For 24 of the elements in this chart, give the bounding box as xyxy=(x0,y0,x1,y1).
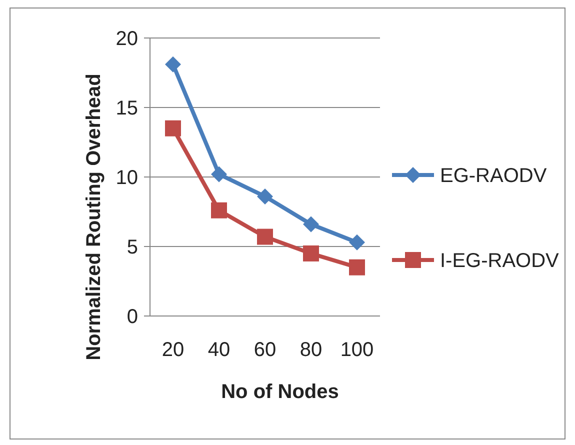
point xyxy=(303,216,319,232)
x-tick-label: 40 xyxy=(208,339,230,361)
y-axis-title: Normalized Routing Overhead xyxy=(83,74,105,360)
x-tick-label: 80 xyxy=(300,339,322,361)
point xyxy=(257,228,273,245)
legend-label: I-EG-RAODV xyxy=(440,250,560,272)
point xyxy=(303,245,319,262)
point xyxy=(349,234,365,250)
x-tick-label: 60 xyxy=(254,339,276,361)
x-axis-title: No of Nodes xyxy=(221,381,339,403)
y-tick-label: 0 xyxy=(126,306,138,328)
point xyxy=(165,120,181,136)
point xyxy=(211,166,227,182)
y-tick-label: 10 xyxy=(116,167,138,189)
x-tick-label: 20 xyxy=(162,339,184,361)
y-tick-label: 20 xyxy=(116,28,138,50)
y-tick-label: 5 xyxy=(126,236,138,258)
y-tick-label: 15 xyxy=(116,98,138,120)
point xyxy=(211,202,227,218)
x-tick-label: 100 xyxy=(340,339,374,361)
legend-label: EG-RAODV xyxy=(440,165,548,187)
point xyxy=(165,56,181,72)
point xyxy=(257,188,273,204)
point xyxy=(349,259,365,276)
